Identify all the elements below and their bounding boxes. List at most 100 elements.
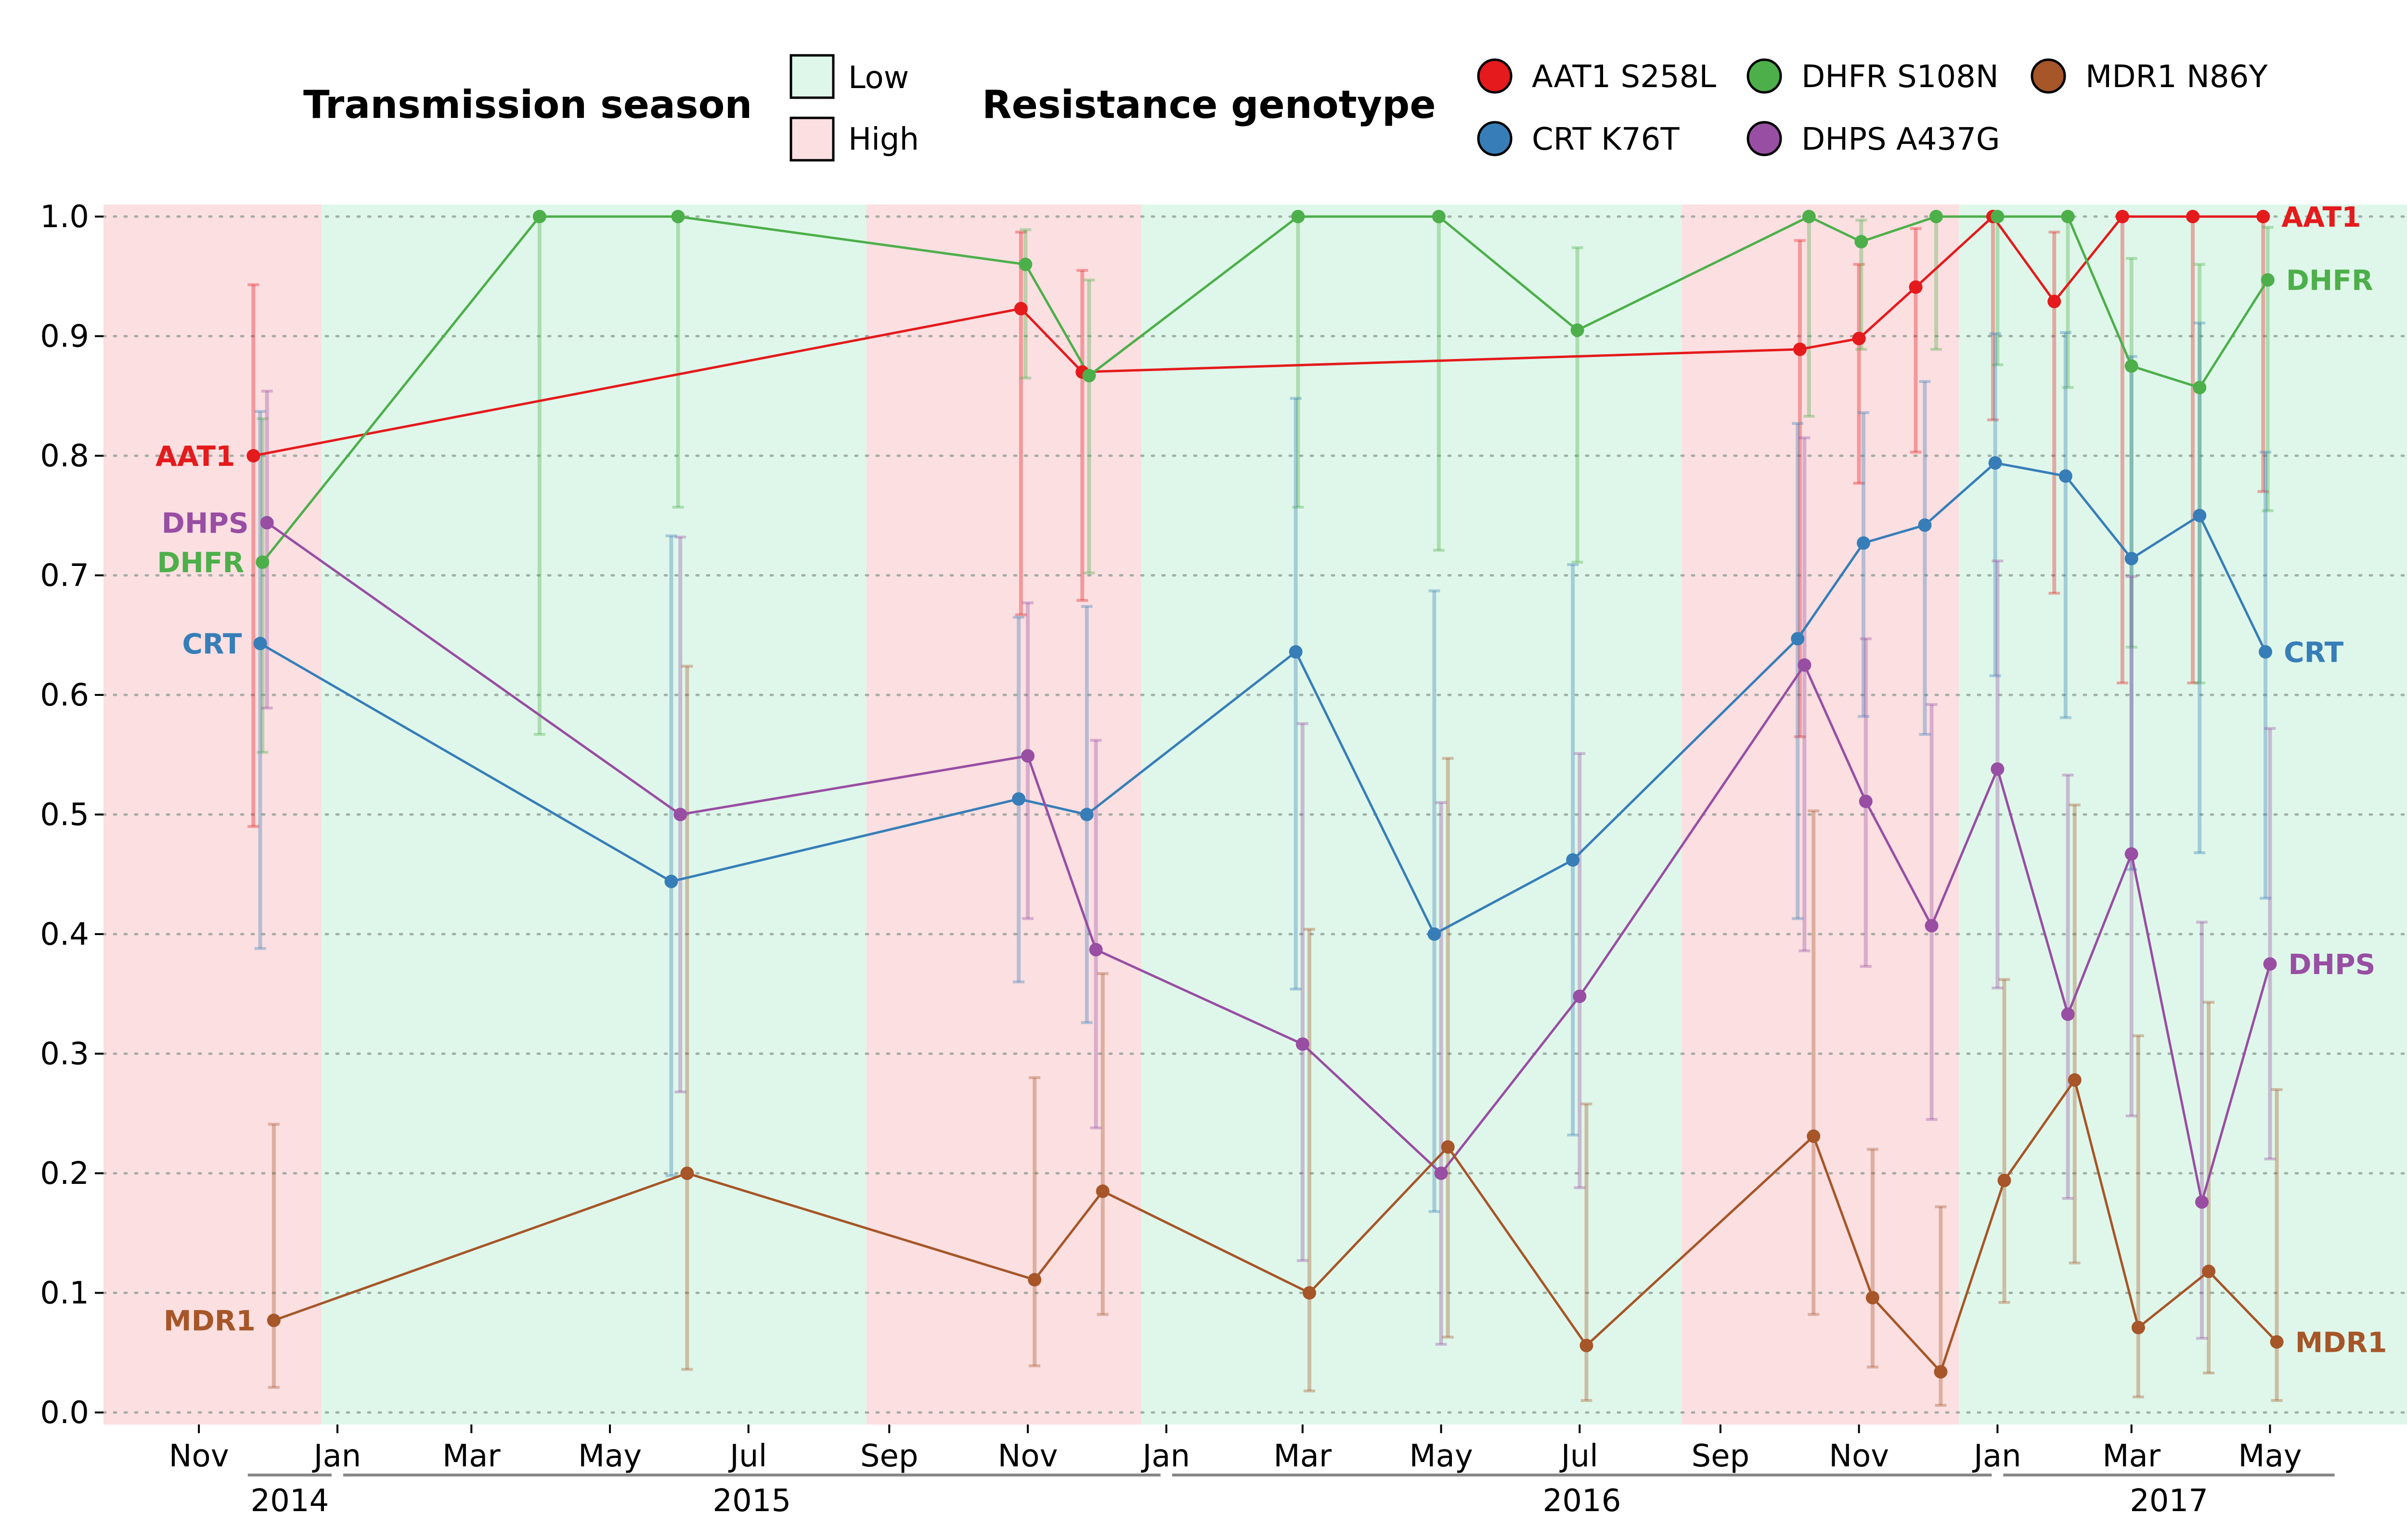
data-point-mdr1: [1997, 1173, 2011, 1187]
x-tick-label: Mar: [442, 1438, 501, 1474]
y-tick-label: 0.0: [40, 1395, 89, 1431]
x-tick-label: Nov: [998, 1438, 1058, 1474]
y-tick-label: 0.9: [40, 319, 89, 355]
legend-mdr1-label: MDR1 N86Y: [2085, 59, 2268, 95]
data-point-mdr1: [267, 1313, 281, 1327]
y-axis: 0.0 0.1 0.2 0.3 0.4 0.5 0.6 0.7 0.8 0.9 1.0: [40, 199, 104, 1431]
x-tick-label: May: [2238, 1438, 2302, 1474]
data-point-dhfr: [1991, 210, 2005, 223]
data-point-crt: [1857, 536, 1871, 550]
year-label: 2015: [712, 1483, 791, 1519]
data-point-aat1: [1852, 332, 1866, 346]
x-tick-label: Jan: [312, 1438, 362, 1474]
legend-genotype-title: Resistance genotype: [982, 82, 1436, 127]
data-point-aat1: [2115, 210, 2129, 223]
legend-dhps-marker: [1747, 121, 1782, 156]
data-point-dhfr: [1570, 323, 1584, 337]
series-line-dhfr: [261, 215, 2269, 563]
data-point-dhfr: [2061, 210, 2075, 223]
series-end-label-aat1: AAT1: [2281, 201, 2361, 233]
legend-crt-label: CRT K76T: [1532, 122, 1680, 157]
series-end-label-dhfr: DHFR: [2286, 264, 2373, 297]
legend-high-label: High: [848, 122, 919, 157]
legend-low-label: Low: [848, 60, 909, 96]
x-tick-label: May: [1409, 1438, 1473, 1474]
data-point-crt: [1988, 456, 2002, 470]
data-point-dhfr: [671, 210, 685, 223]
season-band-low: [1141, 205, 1682, 1424]
data-point-aat1: [1909, 280, 1923, 294]
year-label: 2016: [1543, 1483, 1621, 1519]
data-point-dhfr: [256, 555, 270, 569]
y-tick-label: 0.7: [40, 558, 89, 594]
data-point-crt: [2124, 552, 2138, 565]
legend-season-title: Transmission season: [303, 82, 752, 127]
y-tick-label: 0.4: [40, 917, 89, 952]
gridlines: [102, 215, 2407, 1414]
data-point-mdr1: [2068, 1073, 2082, 1087]
legend-dhfr-label: DHFR S108N: [1801, 59, 1999, 95]
x-tick-label: Nov: [169, 1438, 229, 1474]
data-point-crt: [1918, 518, 1932, 532]
data-point-dhfr: [1291, 210, 1305, 223]
data-point-crt: [1566, 853, 1580, 867]
data-point-dhfr: [2193, 381, 2207, 395]
data-point-mdr1: [1865, 1291, 1879, 1305]
data-point-mdr1: [2270, 1335, 2284, 1349]
data-point-mdr1: [1807, 1129, 1821, 1143]
data-point-aat1: [246, 449, 260, 462]
data-point-crt: [1791, 632, 1805, 646]
data-point-mdr1: [2202, 1264, 2216, 1278]
data-point-aat1: [2047, 295, 2061, 308]
data-point-mdr1: [1579, 1338, 1593, 1352]
data-point-dhps: [260, 516, 274, 530]
data-point-dhps: [2124, 847, 2138, 861]
data-point-mdr1: [2131, 1321, 2145, 1335]
x-tick-label: Jul: [1559, 1438, 1598, 1474]
season-bands: [104, 205, 2407, 1424]
data-point-dhps: [1798, 658, 1812, 672]
data-point-aat1: [1793, 342, 1807, 356]
y-tick-label: 0.3: [40, 1037, 89, 1072]
legend-aat1-label: AAT1 S258L: [1532, 59, 1716, 95]
series-start-label-mdr1: MDR1: [164, 1305, 256, 1337]
x-tick-label: Jan: [1140, 1438, 1190, 1474]
data-point-mdr1: [1028, 1273, 1042, 1287]
x-tick-label: May: [578, 1438, 642, 1474]
data-point-crt: [2258, 645, 2272, 659]
data-point-dhps: [1089, 943, 1103, 957]
x-tick-label: Jan: [1972, 1438, 2021, 1474]
data-point-dhps: [1991, 762, 2005, 776]
data-point-dhfr: [1082, 369, 1096, 383]
data-point-aat1: [1014, 302, 1028, 316]
year-label: 2017: [2130, 1483, 2208, 1519]
data-point-dhfr: [532, 210, 546, 223]
x-tick-label: Sep: [1691, 1438, 1749, 1474]
data-point-crt: [1012, 792, 1026, 806]
y-tick-label: 0.8: [40, 438, 89, 474]
data-point-aat1: [2186, 210, 2200, 223]
data-point-dhps: [2061, 1007, 2075, 1021]
x-tick-label: Mar: [1273, 1438, 1332, 1474]
legend-mdr1-marker: [2031, 58, 2066, 94]
data-point-dhfr: [1019, 257, 1033, 271]
year-label: 2014: [250, 1483, 329, 1519]
y-tick-label: 0.6: [40, 678, 89, 713]
series-end-labels: AAT1 AAT1 DHFR DHFR CRT CRT DHPS DHPS MDR1 MDR1: [155, 201, 2387, 1359]
data-point-crt: [2058, 469, 2072, 483]
x-tick-label: Jul: [728, 1438, 767, 1474]
data-point-mdr1: [680, 1167, 694, 1180]
data-point-dhps: [1434, 1167, 1448, 1180]
y-tick-label: 0.1: [40, 1276, 89, 1311]
data-point-dhps: [1295, 1037, 1309, 1051]
y-tick-label: 1.0: [40, 199, 89, 235]
data-point-mdr1: [1934, 1365, 1948, 1379]
data-point-dhfr: [2261, 273, 2275, 287]
series-end-label-crt: CRT: [2284, 636, 2344, 669]
series-start-label-aat1: AAT1: [155, 440, 235, 473]
series-start-label-dhfr: DHFR: [157, 546, 244, 579]
data-point-mdr1: [1096, 1184, 1110, 1198]
data-point-mdr1: [1302, 1286, 1316, 1300]
data-point-crt: [664, 874, 678, 888]
x-tick-label: Nov: [1829, 1438, 1889, 1474]
